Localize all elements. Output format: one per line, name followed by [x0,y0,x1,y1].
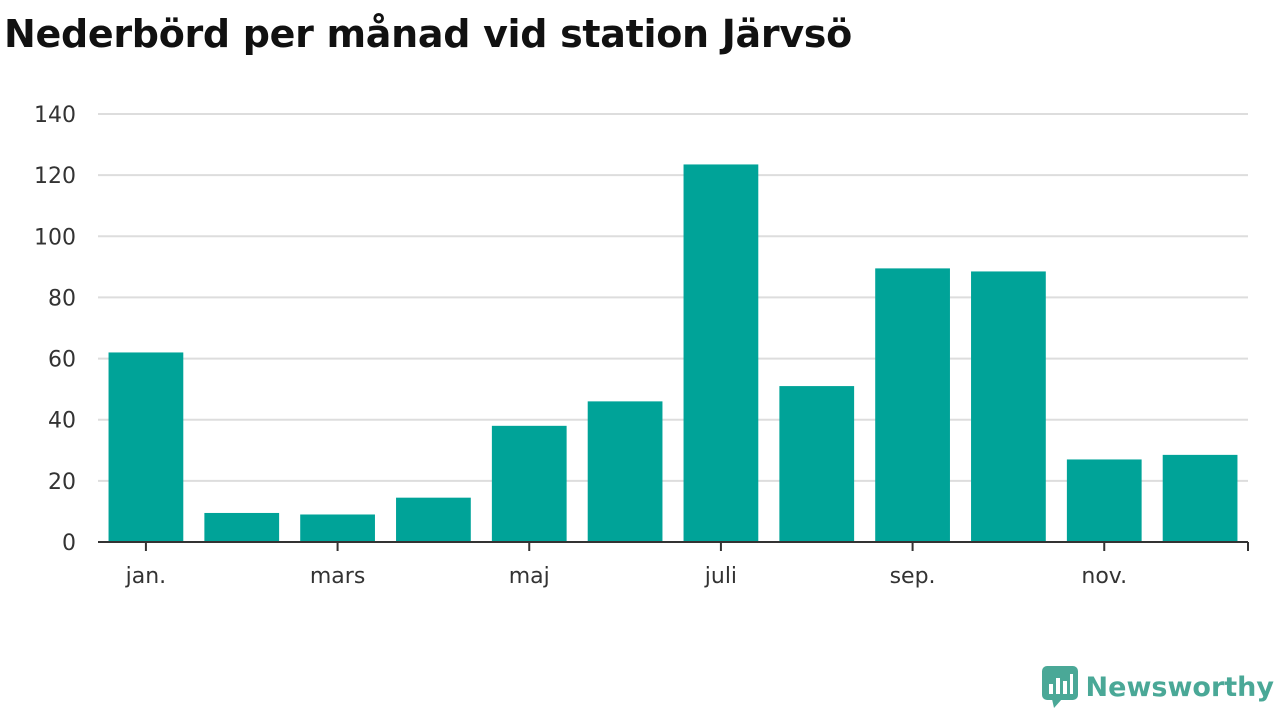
bar-mars [300,514,375,542]
x-tick-label: maj [509,564,550,589]
bar-sep. [875,268,950,542]
x-tick-label: nov. [1081,564,1127,589]
bar-jan. [108,352,184,542]
chart-title: Nederbörd per månad vid station Järvsö [4,12,852,56]
y-tick-label: 100 [34,225,76,250]
y-tick-label: 140 [34,103,76,128]
bar-dec. [1162,454,1238,542]
y-tick-label: 20 [48,470,76,495]
x-tick-label: sep. [890,564,936,589]
y-tick-label: 80 [48,286,76,311]
newsworthy-logo: Newsworthy [1041,666,1274,708]
brand-name: Newsworthy [1085,671,1274,703]
y-tick-label: 60 [48,348,76,373]
x-tick-label: jan. [125,564,167,589]
bar-feb. [204,512,280,542]
bar-okt. [971,271,1046,542]
x-axis-ticks: jan. mars maj juli sep. nov. [125,542,1127,589]
x-axis [98,541,1249,551]
bar-juni [587,401,663,542]
bar-nov. [1066,459,1142,542]
bars [108,164,1238,542]
y-axis-ticks: 0 20 40 60 80 100 120 140 [34,103,76,556]
bar-juli [683,164,759,542]
bar-aug. [779,386,855,542]
bar-apr. [396,497,471,542]
bar-maj [491,425,567,542]
y-tick-label: 120 [34,164,76,189]
x-tick-label: mars [310,564,365,589]
gridlines [98,113,1248,482]
newsworthy-icon [1041,666,1078,708]
x-tick-label: juli [704,564,737,589]
y-tick-label: 0 [62,531,76,556]
y-tick-label: 40 [48,409,76,434]
